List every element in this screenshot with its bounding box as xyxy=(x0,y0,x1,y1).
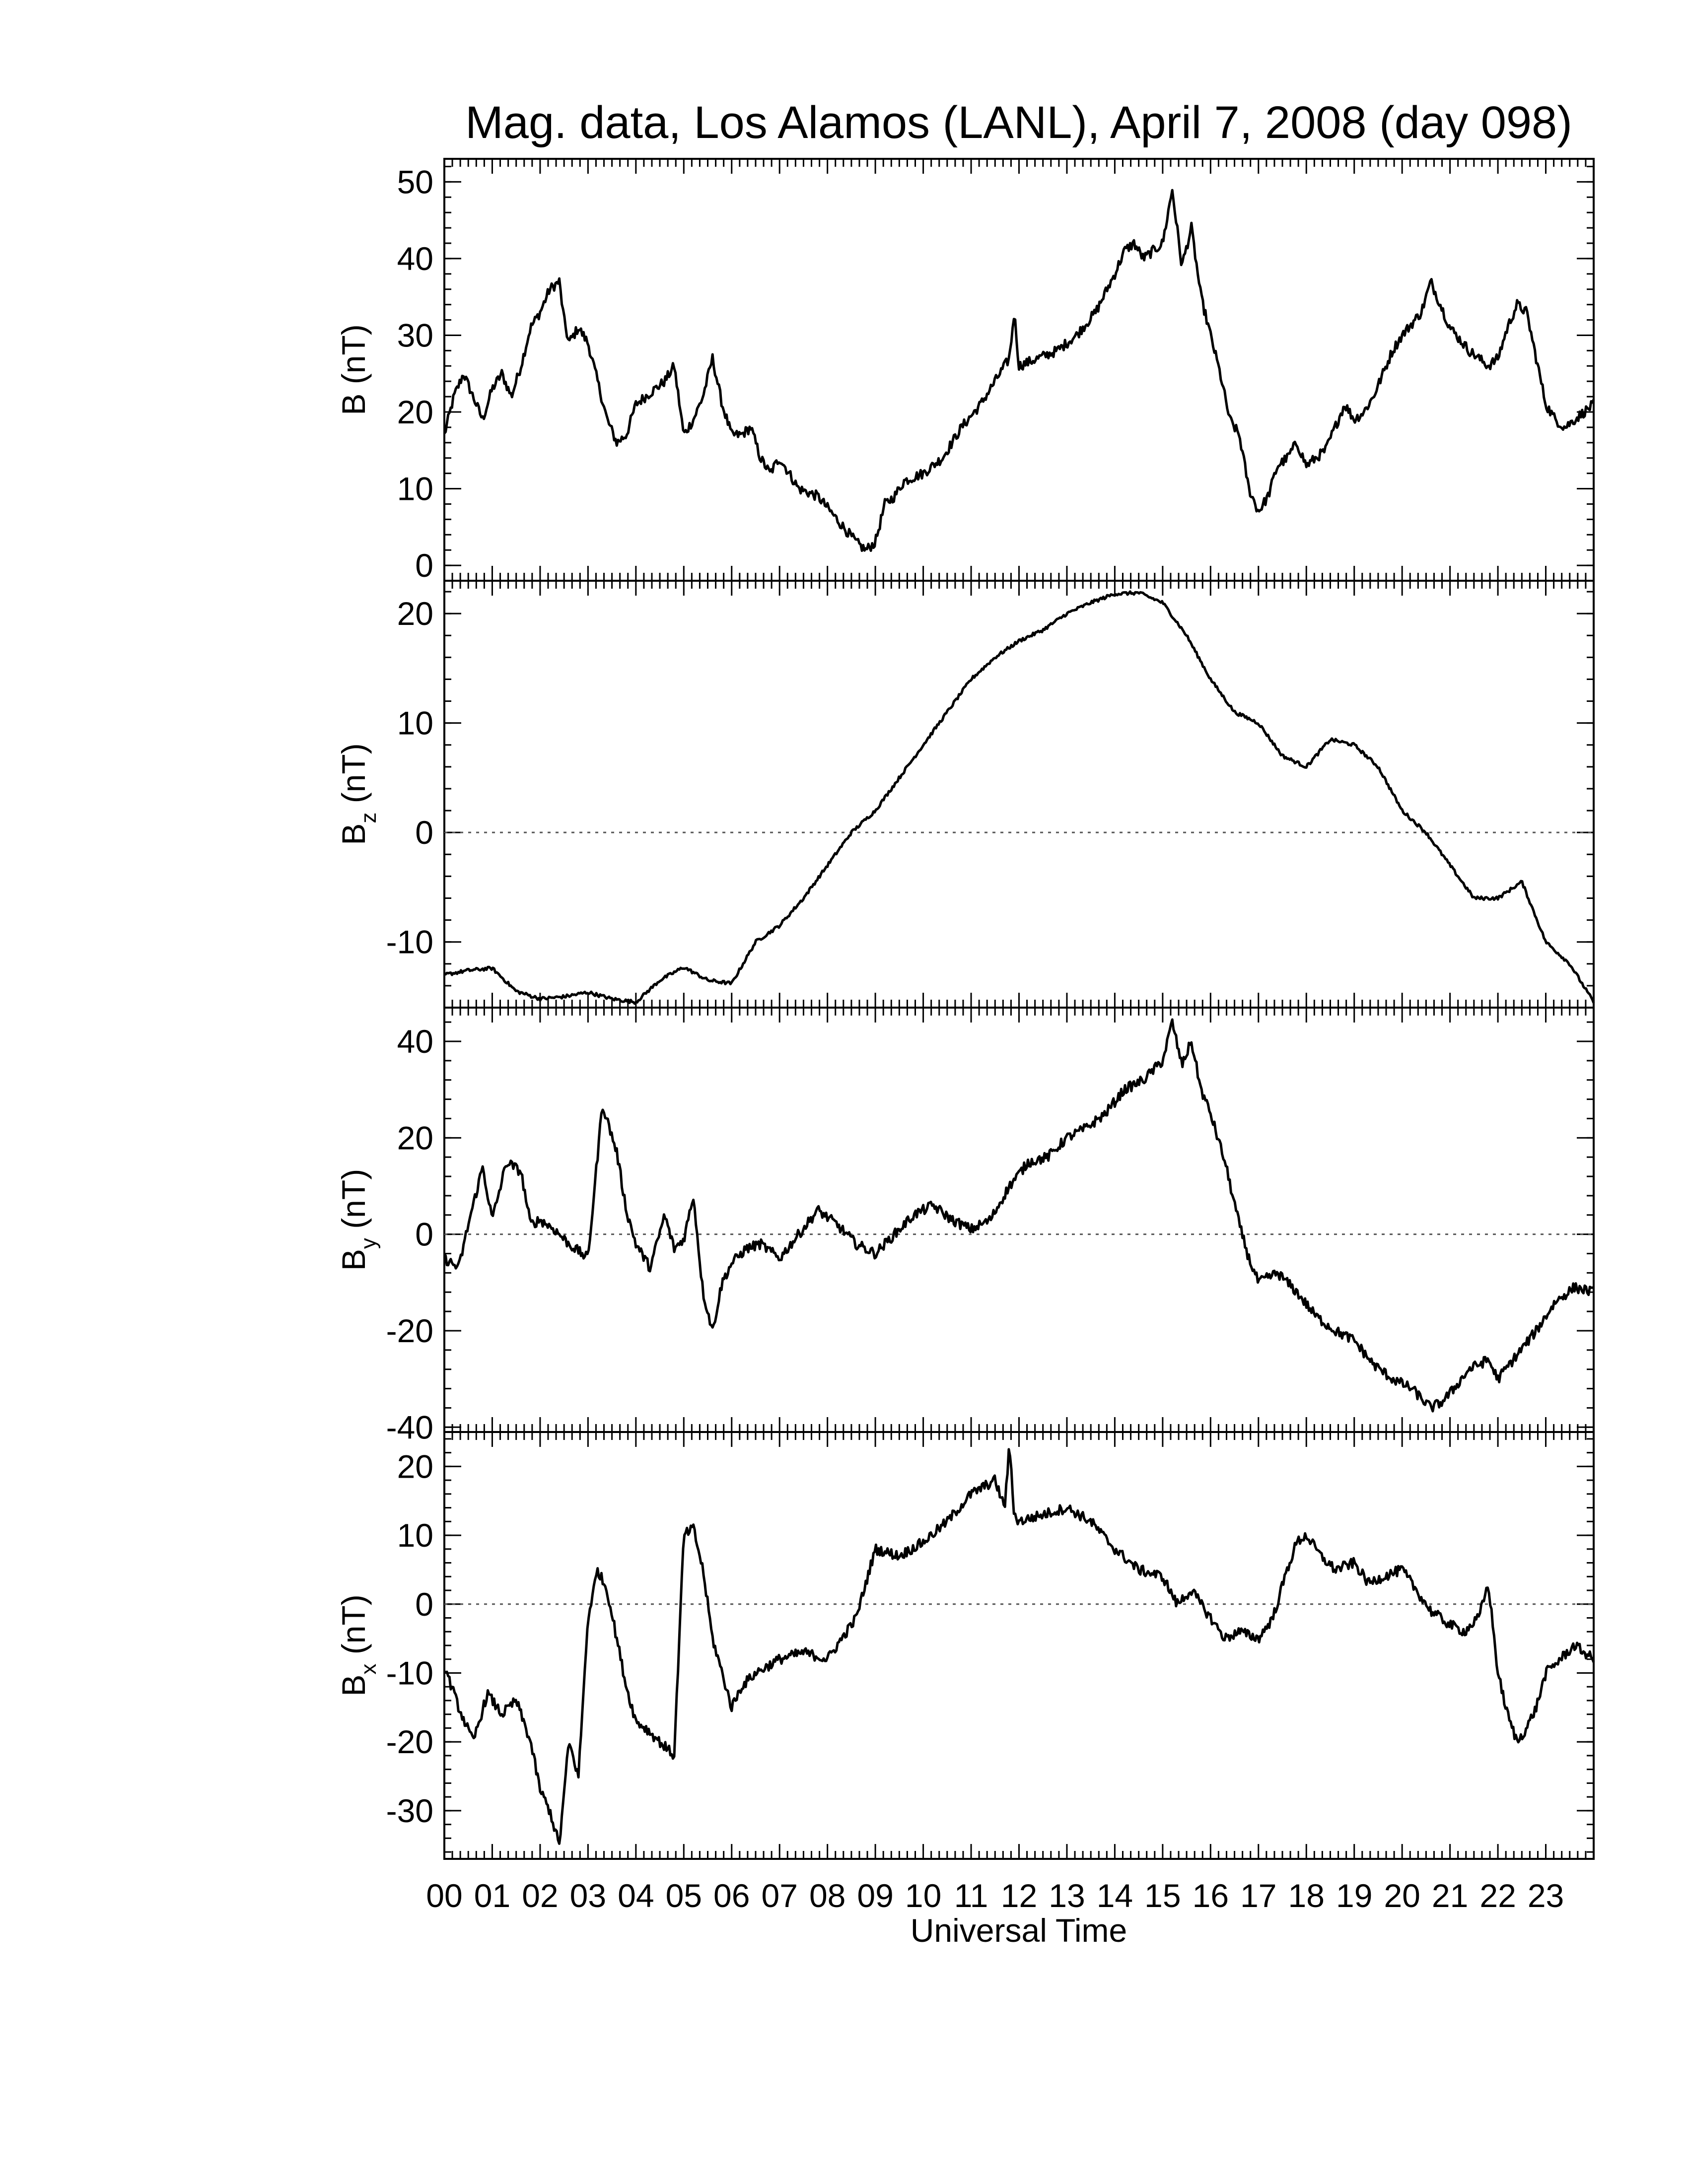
y-axis-label-main: B xyxy=(335,394,372,415)
x-tick-label: 13 xyxy=(1049,1877,1085,1914)
x-tick-labels: 00 01 02 03 04 05 06 07 08 09 10 11 12 13 14 15 16 17 18 19… xyxy=(426,1877,1564,1914)
y-axis-label-unit: (nT) xyxy=(335,743,372,812)
series-line xyxy=(443,590,1595,1005)
y-tick-label: 0 xyxy=(415,1586,433,1623)
panel-2: -10 0 10 20 Bz (nT) xyxy=(335,580,1595,1009)
x-tick-label: 00 xyxy=(426,1877,462,1914)
x-tick-label: 12 xyxy=(1001,1877,1037,1914)
x-tick-label: 20 xyxy=(1384,1877,1420,1914)
y-axis-label-unit: (nT) xyxy=(335,1169,372,1238)
y-tick-label: 0 xyxy=(415,814,433,851)
y-tick-label: 50 xyxy=(397,163,433,200)
panel-frame xyxy=(443,580,1595,1009)
y-axis-label-sub: y xyxy=(356,1238,381,1249)
y-tick-label: 20 xyxy=(397,595,433,632)
y-tick-label: 0 xyxy=(415,547,433,584)
y-tick-label: 20 xyxy=(397,394,433,430)
x-tick-label: 06 xyxy=(713,1877,750,1914)
x-tick-label: 14 xyxy=(1097,1877,1133,1914)
y-axis-label-main: B xyxy=(335,823,372,845)
y-axis-label-unit: (nT) xyxy=(335,1594,372,1663)
y-tick-label: 20 xyxy=(397,1448,433,1485)
y-axis-label-unit: (nT) xyxy=(335,324,372,393)
y-tick-label: -10 xyxy=(386,1654,433,1691)
y-axis-label: Bz (nT) xyxy=(335,743,381,845)
y-axis-label: B (nT) xyxy=(335,324,372,415)
x-tick-label: 22 xyxy=(1479,1877,1516,1914)
x-axis-label: Universal Time xyxy=(911,1912,1127,1949)
y-tick-label: 10 xyxy=(397,1517,433,1554)
x-tick-label: 21 xyxy=(1432,1877,1468,1914)
y-tick-label: 10 xyxy=(397,471,433,507)
x-tick-label: 18 xyxy=(1288,1877,1325,1914)
x-tick-label: 05 xyxy=(666,1877,702,1914)
y-tick-label: 40 xyxy=(397,1023,433,1060)
panels: 0 10 20 30 40 50 B (nT) -10 0 10 20 Bz (nT) -40 -20 0 2… xyxy=(335,158,1595,1860)
series-line xyxy=(443,1018,1594,1413)
y-axis-label-sub: x xyxy=(356,1664,381,1675)
y-axis-label-main: B xyxy=(335,1249,372,1271)
series-line xyxy=(443,1448,1595,1845)
y-axis-label: Bx (nT) xyxy=(335,1594,381,1696)
y-tick-label: 0 xyxy=(415,1216,433,1253)
y-axis-label-sub: z xyxy=(356,813,381,823)
y-tick-label: -30 xyxy=(386,1792,433,1829)
y-tick-label: 10 xyxy=(397,705,433,742)
y-tick-label: -40 xyxy=(386,1409,433,1445)
y-tick-label: -20 xyxy=(386,1723,433,1760)
x-tick-label: 07 xyxy=(761,1877,797,1914)
x-tick-label: 08 xyxy=(809,1877,845,1914)
panel-4: -30 -20 -10 0 10 20 Bx (nT) xyxy=(335,1431,1595,1860)
y-tick-label: 30 xyxy=(397,317,433,353)
x-tick-label: 16 xyxy=(1193,1877,1229,1914)
series-line xyxy=(443,189,1595,552)
x-tick-label: 19 xyxy=(1336,1877,1372,1914)
x-tick-label: 11 xyxy=(954,1877,988,1914)
y-tick-label: 20 xyxy=(397,1119,433,1156)
x-tick-label: 17 xyxy=(1240,1877,1276,1914)
x-tick-label: 01 xyxy=(474,1877,510,1914)
y-tick-label: -20 xyxy=(386,1312,433,1349)
x-tick-label: 04 xyxy=(618,1877,654,1914)
y-tick-label: 40 xyxy=(397,240,433,277)
x-tick-label: 23 xyxy=(1528,1877,1564,1914)
panel-frame xyxy=(443,1007,1595,1433)
x-tick-label: 10 xyxy=(905,1877,941,1914)
x-tick-label: 09 xyxy=(857,1877,893,1914)
x-tick-label: 03 xyxy=(570,1877,606,1914)
figure-title: Mag. data, Los Alamos (LANL), April 7, 2… xyxy=(465,97,1572,148)
panel-1: 0 10 20 30 40 50 B (nT) xyxy=(335,158,1595,584)
x-tick-label: 15 xyxy=(1144,1877,1181,1914)
panel-3: -40 -20 0 20 40 By (nT) xyxy=(335,1007,1595,1445)
y-tick-label: -10 xyxy=(386,924,433,960)
y-axis-label: By (nT) xyxy=(335,1169,381,1271)
y-axis-label-main: B xyxy=(335,1675,372,1697)
x-tick-label: 02 xyxy=(522,1877,558,1914)
